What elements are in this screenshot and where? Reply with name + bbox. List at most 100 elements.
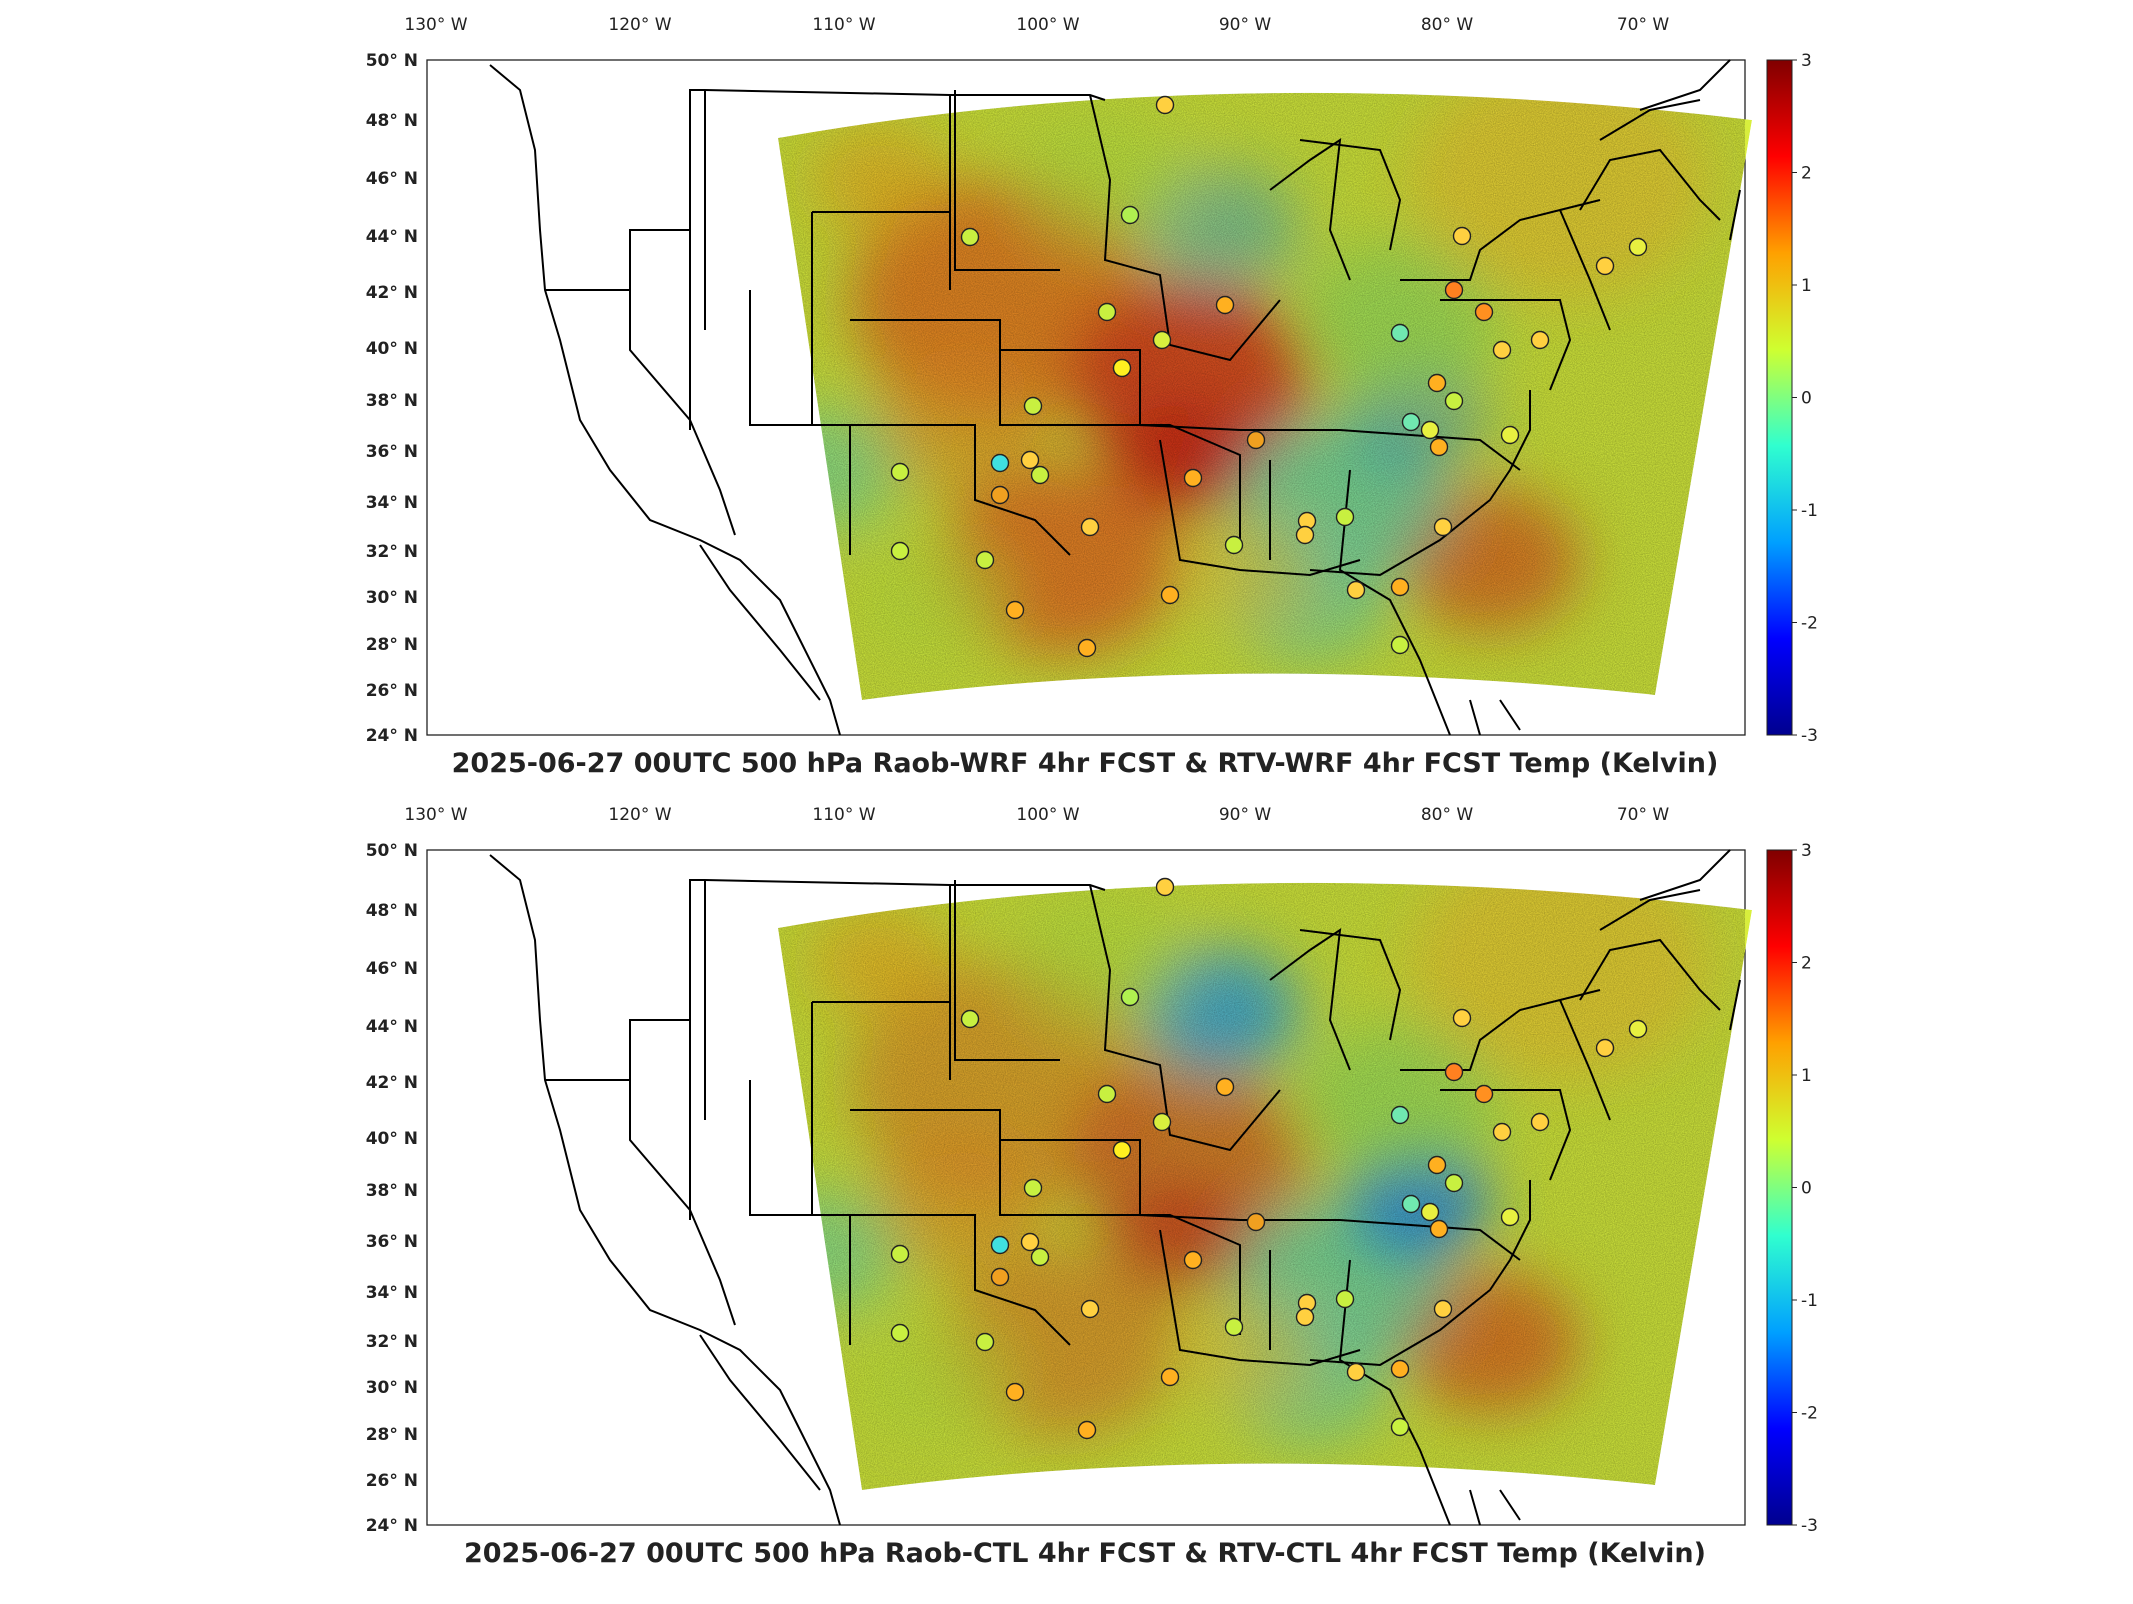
lat-tick-label: 48° N [366,901,418,921]
station-marker [1628,237,1648,257]
boundary-line [1269,137,1351,281]
station-marker [1530,1112,1550,1132]
station-marker [1401,1194,1421,1214]
boundary-line [1440,1089,1572,1181]
station-marker [1097,1084,1117,1104]
boundary-line [1729,979,1741,1031]
lat-tick-label: 30° N [366,1378,418,1398]
station-marker [1112,358,1132,378]
colorbar-tick-label: 1 [1801,1066,1812,1086]
station-marker [1155,877,1175,897]
boundary-line [1240,1219,1521,1261]
lat-tick-label: 38° N [366,1181,418,1201]
lat-tick-label: 36° N [366,442,418,462]
station-marker [1246,430,1266,450]
station-marker [1224,1317,1244,1337]
map-panel-ctl: 130° W 120° W 110° W 100° W 90° W 80° W 70° W 5… [0,790,2133,1600]
lat-tick-label: 32° N [366,542,418,562]
station-marker [1160,1367,1180,1387]
boundary-line [749,290,851,555]
station-marker [1530,330,1550,350]
station-marker [1390,323,1410,343]
station-marker [1215,1077,1235,1097]
lat-tick-label: 38° N [366,391,418,411]
station-marker [1335,507,1355,527]
station-marker [1080,517,1100,537]
lat-tick-label: 40° N [366,339,418,359]
colorbar: 3 2 1 0 -1 -2 -3 [1766,841,1818,1536]
station-marker [1500,425,1520,445]
colorbar-tick-label: 0 [1801,1179,1812,1199]
station-marker [1420,1202,1440,1222]
station-marker [1023,1178,1043,1198]
boundaries [489,849,1741,1526]
boundary-line [1499,1489,1521,1521]
boundary-line [1729,189,1741,241]
station-marker [1120,205,1140,225]
lon-tick-label: 110° W [812,805,875,825]
station-marker [1474,1084,1494,1104]
station-marker [1429,437,1449,457]
station-marker [1020,1232,1040,1252]
station-marker [1401,412,1421,432]
boundary-line [1499,699,1521,731]
lon-tick-label: 130° W [404,15,467,35]
station-marker [1335,1289,1355,1309]
lon-tick-label: 70° W [1617,805,1670,825]
boundaries [489,59,1741,736]
temperature-field [778,92,1752,701]
lat-tick-label: 24° N [366,1516,418,1536]
boundary-line [954,880,1060,1061]
lat-tick-label: 40° N [366,1129,418,1149]
station-marker [1390,635,1410,655]
station-marker [1155,95,1175,115]
boundary-line [1299,929,1402,1041]
station-marker [1500,1207,1520,1227]
lat-tick-label: 50° N [366,51,418,71]
boundary-line [699,1334,821,1491]
boundary-line [850,424,1071,556]
lon-tick-label: 130° W [404,805,467,825]
station-marker [890,462,910,482]
boundary-line [1639,849,1731,901]
station-marker [1097,302,1117,322]
boundary-line [1089,94,1281,362]
station-marker [1444,1062,1464,1082]
lon-tick-label: 120° W [608,805,671,825]
lat-tick-label: 44° N [366,1017,418,1037]
panel-title: 2025-06-27 00UTC 500 hPa Raob-CTL 4hr FC… [464,1538,1706,1569]
longitude-ticks: 130° W 120° W 110° W 100° W 90° W 80° W 70° W [404,805,1669,825]
colorbar-tick-label: 1 [1801,276,1812,296]
station-marker [1246,1212,1266,1232]
lat-tick-label: 28° N [366,635,418,655]
lat-tick-label: 44° N [366,227,418,247]
station-marker [975,1332,995,1352]
lat-tick-label: 50° N [366,841,418,861]
lat-tick-label: 48° N [366,111,418,131]
lat-tick-label: 30° N [366,588,418,608]
station-marker [1444,280,1464,300]
station-marker [1030,1247,1050,1267]
boundary-line [1139,350,1241,431]
boundary-line [699,544,821,701]
colorbar-tick-label: 2 [1801,164,1812,184]
boundary-line [999,1140,1241,1335]
station-marker [1120,987,1140,1007]
lat-tick-label: 42° N [366,1073,418,1093]
station-marker [1444,1173,1464,1193]
lat-tick-label: 28° N [366,1425,418,1445]
boundary-line [1159,1229,1361,1367]
boundary-line [689,89,705,230]
lon-tick-label: 120° W [608,15,671,35]
boundary-line [1400,199,1601,281]
longitude-ticks: 130° W 120° W 110° W 100° W 90° W 80° W 70° W [404,15,1669,35]
colorbar-tick-label: 2 [1801,954,1812,974]
station-marker [1492,1122,1512,1142]
station-marker [890,1323,910,1343]
lat-tick-label: 24° N [366,726,418,746]
station-marker [990,485,1010,505]
map-panel-wrf: 130° W 120° W 110° W 100° W 90° W 80° W 70° W 5… [0,0,2133,790]
boundary-line [1559,999,1611,1121]
lon-tick-label: 90° W [1219,15,1272,35]
latitude-ticks: 50° N 48° N 46° N 44° N 42° N 40° N 38° N 36° N… [366,51,418,746]
